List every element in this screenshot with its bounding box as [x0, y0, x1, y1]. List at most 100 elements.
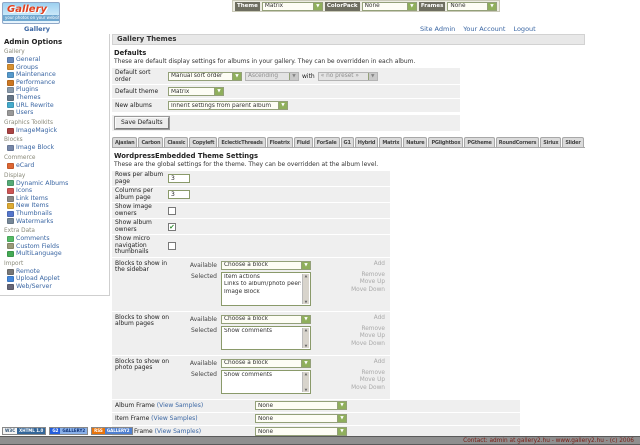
- photo-page-blocks-add-link[interactable]: Add: [373, 358, 385, 365]
- sidebar-blocks-move-up-link[interactable]: Move Up: [359, 279, 385, 285]
- default-sort-order-select[interactable]: Manual sort order ▼: [168, 71, 242, 81]
- selected-block-item[interactable]: Image Block: [224, 288, 260, 295]
- dropdown-arrow-icon[interactable]: ▼: [301, 261, 310, 269]
- selected-block-item[interactable]: Links to album/photo peers: [224, 281, 301, 287]
- album-frame-select[interactable]: None ▼: [255, 401, 347, 410]
- sidebar-item-url-rewrite[interactable]: URL Rewrite: [4, 102, 107, 110]
- colorpack-select[interactable]: None ▼: [361, 1, 417, 11]
- sidebar-item-plugins[interactable]: Plugins: [4, 86, 107, 94]
- sidebar-item-upload-applet[interactable]: Upload Applet: [4, 275, 107, 283]
- sidebar-item-groups[interactable]: Groups: [4, 64, 107, 72]
- gallery-logo[interactable]: Gallery your photos on your website: [2, 2, 60, 24]
- sidebar-blocks-add-link[interactable]: Add: [373, 260, 385, 267]
- sidebar-blocks-available-select[interactable]: Choose a block ▼: [221, 260, 311, 270]
- tab-eclecticthreads[interactable]: EclecticThreads: [218, 137, 266, 147]
- frames-select[interactable]: None ▼: [447, 1, 497, 11]
- item-frame-select[interactable]: None ▼: [255, 414, 347, 423]
- album-page-blocks-move-up-link[interactable]: Move Up: [359, 333, 385, 339]
- scroll-up-icon[interactable]: ▲: [304, 273, 308, 278]
- listbox-scrollbar[interactable]: ▲ ▼: [302, 371, 309, 392]
- photo-frame-view-samples-link[interactable]: (View Samples): [154, 428, 202, 435]
- show-micro-navigation-thumbnails-checkbox[interactable]: [168, 241, 176, 250]
- sidebar-item-thumbnails[interactable]: Thumbnails: [4, 210, 107, 218]
- album-frame-view-samples-link[interactable]: (View Samples): [156, 402, 204, 409]
- scroll-up-icon[interactable]: ▲: [304, 371, 308, 376]
- photo-page-blocks-selected-list[interactable]: Show comments ▲ ▼: [221, 369, 311, 394]
- sidebar-item-maintenance[interactable]: Maintenance: [4, 71, 107, 79]
- tab-pglightbox[interactable]: PGlightbox: [428, 137, 464, 147]
- sidebar-item-image-block[interactable]: Image Block: [4, 144, 107, 152]
- theme-select[interactable]: Matrix ▼: [261, 1, 323, 11]
- sidebar-blocks-remove-link[interactable]: Remove: [361, 271, 385, 278]
- rows-per-album-page-input[interactable]: 3: [168, 174, 190, 183]
- sidebar-item-dynamic-albums[interactable]: Dynamic Albums: [4, 180, 107, 188]
- sidebar-item-custom-fields[interactable]: Custom Fields: [4, 243, 107, 251]
- sidebar-item-comments[interactable]: Comments: [4, 235, 107, 243]
- sidebar-item-remote[interactable]: Remote: [4, 268, 107, 276]
- sidebar-blocks-selected-list[interactable]: Item actions Links to album/photo peers Im…: [221, 271, 311, 306]
- photo-page-blocks-move-up-link[interactable]: Move Up: [359, 377, 385, 383]
- header-link-logout[interactable]: Logout: [513, 25, 536, 33]
- tab-nature[interactable]: Nature: [403, 137, 428, 147]
- columns-per-album-page-input[interactable]: 3: [168, 190, 190, 199]
- scroll-down-icon[interactable]: ▼: [304, 299, 308, 304]
- selected-block-item[interactable]: Item actions: [224, 273, 260, 280]
- dropdown-arrow-icon[interactable]: ▼: [337, 415, 346, 422]
- gallery2-rss-badge[interactable]: RSS GALLERY2: [91, 427, 133, 435]
- header-link-your-account[interactable]: Your Account: [463, 25, 506, 33]
- sidebar-item-watermarks[interactable]: Watermarks: [4, 218, 107, 226]
- dropdown-arrow-icon[interactable]: ▼: [278, 102, 287, 109]
- dropdown-arrow-icon[interactable]: ▼: [214, 88, 223, 95]
- photo-page-blocks-available-select[interactable]: Choose a block ▼: [221, 358, 311, 368]
- gallery2-badge[interactable]: G2 GALLERY2: [49, 427, 89, 435]
- album-page-blocks-available-select[interactable]: Choose a block ▼: [221, 314, 311, 324]
- new-albums-select[interactable]: Inherit settings from parent album ▼: [168, 101, 288, 110]
- scroll-down-icon[interactable]: ▼: [304, 343, 308, 348]
- photo-frame-select[interactable]: None ▼: [255, 427, 347, 436]
- listbox-scrollbar[interactable]: ▲ ▼: [302, 327, 309, 348]
- sidebar-item-icons[interactable]: Icons: [4, 187, 107, 195]
- tab-matrix[interactable]: Matrix: [379, 137, 403, 147]
- tab-hybrid[interactable]: Hybrid: [354, 137, 379, 147]
- photo-page-blocks-remove-link[interactable]: Remove: [361, 369, 385, 376]
- album-page-blocks-add-link[interactable]: Add: [373, 314, 385, 321]
- breadcrumb[interactable]: Gallery: [24, 25, 51, 33]
- show-album-owners-checkbox[interactable]: ✔: [168, 222, 176, 231]
- listbox-scrollbar[interactable]: ▲ ▼: [302, 273, 309, 304]
- sidebar-item-themes[interactable]: Themes: [4, 94, 107, 102]
- tab-ajaxian[interactable]: Ajaxian: [112, 137, 138, 147]
- album-page-blocks-selected-list[interactable]: Show comments ▲ ▼: [221, 325, 311, 350]
- dropdown-arrow-icon[interactable]: ▼: [406, 2, 416, 10]
- tab-floatrix[interactable]: Floatrix: [266, 137, 293, 147]
- sidebar-item-web-server[interactable]: Web/Server: [4, 283, 107, 291]
- dropdown-arrow-icon[interactable]: ▼: [301, 315, 310, 323]
- dropdown-arrow-icon[interactable]: ▼: [301, 359, 310, 367]
- selected-block-item[interactable]: Show comments: [224, 327, 273, 334]
- tab-roundcorners[interactable]: RoundCorners: [495, 137, 540, 147]
- scroll-down-icon[interactable]: ▼: [304, 387, 308, 392]
- selected-block-item[interactable]: Show comments: [224, 371, 273, 378]
- tab-classic[interactable]: Classic: [164, 137, 189, 147]
- sidebar-item-ecard[interactable]: eCard: [4, 162, 107, 170]
- tab-g1[interactable]: G1: [340, 137, 354, 147]
- tab-pgtheme[interactable]: PGtheme: [464, 137, 495, 147]
- sidebar-item-link-items[interactable]: Link Items: [4, 195, 107, 203]
- sidebar-item-performance[interactable]: Performance: [4, 79, 107, 87]
- dropdown-arrow-icon[interactable]: ▼: [337, 428, 346, 435]
- sidebar-item-users[interactable]: Users: [4, 109, 107, 117]
- dropdown-arrow-icon[interactable]: ▼: [487, 2, 496, 10]
- item-frame-view-samples-link[interactable]: (View Samples): [151, 415, 198, 422]
- header-link-site-admin[interactable]: Site Admin: [420, 25, 456, 33]
- tab-fluid[interactable]: Fluid: [293, 137, 313, 147]
- tab-forsale[interactable]: ForSale: [313, 137, 340, 147]
- tab-carbon[interactable]: Carbon: [138, 137, 164, 147]
- sidebar-item-general[interactable]: General: [4, 56, 107, 64]
- tab-slider[interactable]: Slider: [562, 137, 584, 147]
- show-image-owners-checkbox[interactable]: [168, 206, 176, 215]
- w3c-xhtml-badge[interactable]: W3C XHTML 1.0: [2, 427, 47, 435]
- sidebar-item-imagemagick[interactable]: ImageMagick: [4, 127, 107, 135]
- sidebar-item-multilanguage[interactable]: MultiLanguage: [4, 250, 107, 258]
- tab-siriux[interactable]: Siriux: [540, 137, 562, 147]
- dropdown-arrow-icon[interactable]: ▼: [232, 72, 241, 80]
- default-theme-select[interactable]: Matrix ▼: [168, 87, 224, 96]
